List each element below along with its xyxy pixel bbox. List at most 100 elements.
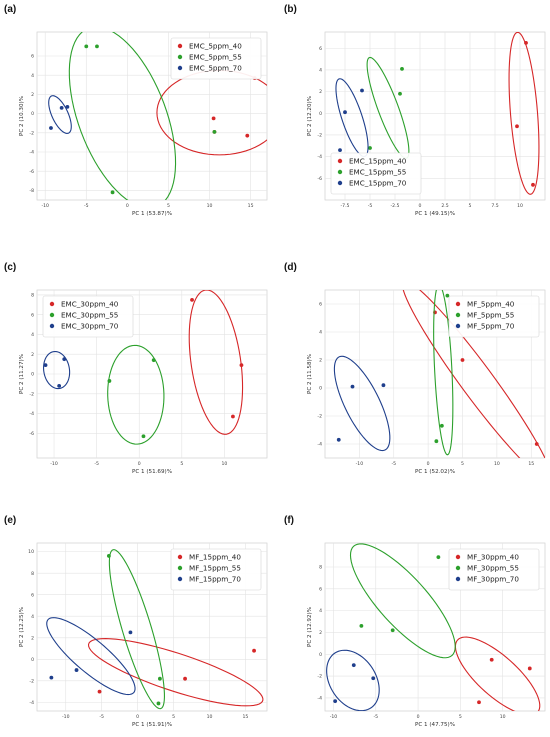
legend-entry: EMC_30ppm_70 <box>61 322 119 331</box>
y-tick-label: 4 <box>31 73 34 79</box>
data-point <box>84 44 89 49</box>
confidence-ellipse <box>402 290 545 458</box>
data-point <box>434 439 439 444</box>
data-point <box>351 663 356 668</box>
legend-entry: EMC_5ppm_40 <box>189 42 242 51</box>
y-tick-label: 4 <box>319 608 322 614</box>
data-point <box>477 700 481 705</box>
x-tick-label: 5 <box>180 461 183 467</box>
confidence-ellipse <box>48 95 72 134</box>
data-point <box>141 434 146 439</box>
x-tick-label: -5 <box>94 461 99 467</box>
plot-content <box>326 543 541 711</box>
x-tick-label: 0 <box>427 461 430 467</box>
y-tick-label: -2 <box>317 674 322 680</box>
data-point <box>151 358 156 363</box>
confidence-ellipse <box>326 649 380 711</box>
legend: EMC_30ppm_40 EMC_30ppm_55 EMC_30ppm_70 <box>42 295 134 338</box>
x-tick-label: -10 <box>330 714 338 720</box>
legend-entry: MF_30ppm_55 <box>467 564 519 573</box>
legend-marker <box>455 323 461 329</box>
y-tick-label: 6 <box>319 302 322 308</box>
y-tick-label: 0 <box>31 372 34 378</box>
data-point <box>107 379 112 383</box>
legend-marker <box>49 323 55 329</box>
x-tick-label: -5 <box>84 203 89 209</box>
data-point <box>57 383 62 388</box>
y-axis-label: PC 2 (12.20)% <box>307 96 313 136</box>
x-tick-label: 5 <box>459 714 462 720</box>
plot-content <box>48 32 267 200</box>
y-tick-label: -2 <box>29 678 34 684</box>
y-tick-label: 6 <box>31 54 34 60</box>
data-point <box>239 363 244 368</box>
x-axis-label: PC 1 (51.91)% <box>132 722 172 728</box>
y-tick-label: -6 <box>29 431 34 437</box>
data-point <box>439 423 444 428</box>
legend-box <box>42 295 134 338</box>
data-point <box>445 293 450 298</box>
x-tick-label: 0 <box>138 461 141 467</box>
legend-entry: EMC_5ppm_70 <box>189 64 242 73</box>
legend-marker <box>49 312 55 318</box>
x-tick-label: -5 <box>99 714 104 720</box>
x-axis-label: PC 1 (53.87)% <box>132 211 172 217</box>
y-tick-label: -2 <box>29 130 34 136</box>
data-point <box>62 357 67 362</box>
legend-box <box>330 152 422 195</box>
legend-marker <box>177 554 183 560</box>
legend-marker <box>177 43 183 49</box>
x-tick-label: -2.5 <box>391 203 400 209</box>
y-tick-label: 2 <box>319 89 322 95</box>
data-point <box>515 124 519 129</box>
chart-panel-6: (f) -10 -5 0 5 10 -4 -2 0 2 4 6 8 PC 1 (47.75)% PC 2 (… <box>284 515 546 728</box>
data-point <box>49 675 54 680</box>
data-point <box>527 666 532 671</box>
x-tick-label: 15 <box>243 714 249 720</box>
data-point <box>381 383 386 388</box>
y-tick-label: 4 <box>319 68 322 74</box>
y-tick-label: -4 <box>29 700 34 706</box>
confidence-ellipse <box>68 32 177 200</box>
plot-content <box>333 290 545 458</box>
confidence-ellipse <box>366 56 410 159</box>
legend-marker <box>177 576 183 582</box>
legend-marker <box>455 312 461 318</box>
y-axis-label: PC 2 (12.92)% <box>307 607 313 647</box>
data-point <box>252 648 256 653</box>
data-point <box>460 358 465 362</box>
data-point <box>343 110 347 115</box>
data-point <box>333 699 338 704</box>
confidence-ellipse <box>454 636 541 711</box>
y-tick-label: 6 <box>319 46 322 52</box>
x-tick-label: -10 <box>356 461 364 467</box>
y-tick-label: 0 <box>31 657 34 663</box>
chart-panel-4: (d) -10 -5 0 5 10 15 -4 -2 0 2 4 6 PC 1 (52.02)% PC 2 … <box>284 262 546 475</box>
plot-content <box>43 290 244 445</box>
y-tick-label: 8 <box>31 571 34 577</box>
x-axis-label: PC 1 (51.69)% <box>132 469 172 475</box>
data-point <box>211 116 216 121</box>
legend-entry: EMC_30ppm_55 <box>61 311 118 320</box>
y-axis-label: PC 2 (10.30)% <box>19 96 25 136</box>
confidence-ellipse <box>188 290 244 435</box>
data-point <box>158 676 162 681</box>
x-axis-label: PC 1 (49.15)% <box>415 211 455 217</box>
y-tick-label: 4 <box>31 614 34 620</box>
legend-entry: EMC_5ppm_55 <box>189 53 242 62</box>
legend-marker <box>455 554 461 560</box>
legend-marker <box>177 65 183 71</box>
confidence-ellipse <box>46 617 136 696</box>
x-tick-label: 10 <box>517 203 523 209</box>
confidence-ellipse <box>87 638 264 707</box>
y-tick-label: 2 <box>31 92 34 98</box>
data-point <box>74 668 79 672</box>
data-point <box>59 105 64 110</box>
y-axis-label: PC 2 (12.25)% <box>19 607 25 647</box>
legend-entry: EMC_15ppm_70 <box>349 179 407 188</box>
chart-panel-1: (a) -10 -5 0 5 10 15 -8 -6 -4 -2 0 2 4 6 PC 1 (53.87)% P… <box>4 4 268 217</box>
y-tick-label: 10 <box>28 549 34 555</box>
legend-entry: MF_5ppm_55 <box>467 311 514 320</box>
x-tick-label: 10 <box>500 714 506 720</box>
